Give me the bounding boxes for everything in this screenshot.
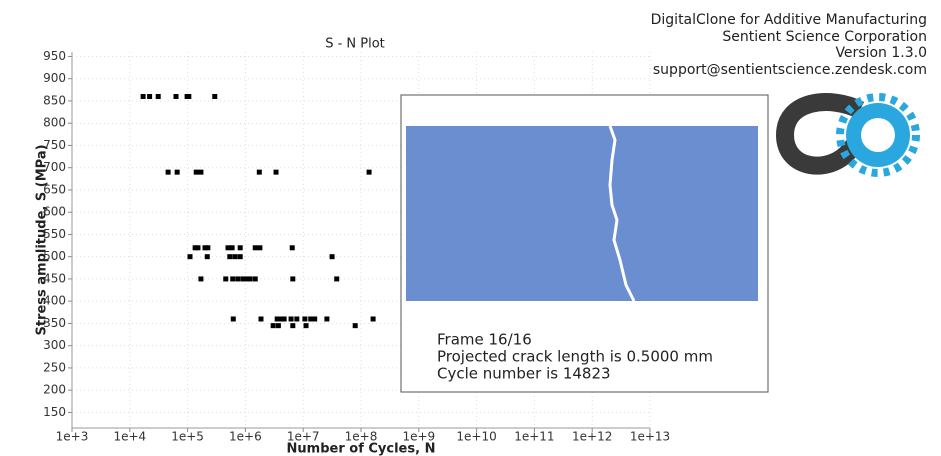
- y-tick-label: 850: [43, 93, 66, 107]
- point: [257, 170, 262, 175]
- point: [367, 170, 372, 175]
- point: [205, 254, 210, 259]
- point: [156, 94, 161, 99]
- point: [212, 94, 217, 99]
- x-tick-label: 1e+8: [345, 430, 378, 444]
- header-line: support@sentientscience.zendesk.com: [653, 62, 927, 78]
- panel-text: Frame 16/16: [437, 331, 532, 349]
- x-tick-label: 1e+7: [287, 430, 320, 444]
- y-tick-label: 350: [43, 316, 66, 330]
- point: [205, 245, 210, 250]
- x-tick-label: 1e+4: [113, 430, 146, 444]
- x-tick-label: 1e+13: [630, 430, 670, 444]
- point: [198, 170, 203, 175]
- point: [371, 316, 376, 321]
- chart-title: S - N Plot: [325, 37, 385, 52]
- point: [235, 276, 240, 281]
- x-tick-label: 1e+12: [572, 430, 612, 444]
- point: [274, 170, 279, 175]
- point: [230, 276, 235, 281]
- y-tick-label: 750: [43, 138, 66, 152]
- crack-image: [406, 126, 758, 301]
- point: [233, 254, 238, 259]
- point: [334, 276, 339, 281]
- point: [289, 316, 294, 321]
- x-tick-label: 1e+10: [456, 430, 496, 444]
- point: [324, 316, 329, 321]
- point: [353, 323, 358, 328]
- y-tick-label: 200: [43, 383, 66, 397]
- point: [257, 245, 262, 250]
- point: [231, 316, 236, 321]
- point: [253, 276, 258, 281]
- y-tick-label: 700: [43, 160, 66, 174]
- panel-text: Cycle number is 14823: [437, 365, 611, 383]
- point: [223, 276, 228, 281]
- point: [166, 170, 171, 175]
- header-line: Sentient Science Corporation: [722, 29, 927, 45]
- y-tick-label: 800: [43, 116, 66, 130]
- point: [271, 323, 276, 328]
- point: [312, 316, 317, 321]
- point: [194, 170, 199, 175]
- point: [175, 170, 180, 175]
- y-tick-label: 300: [43, 338, 66, 352]
- y-tick-label: 250: [43, 360, 66, 374]
- header-line: DigitalClone for Additive Manufacturing: [651, 12, 927, 28]
- y-tick-label: 450: [43, 271, 66, 285]
- point: [247, 276, 252, 281]
- point: [276, 323, 281, 328]
- point: [304, 323, 309, 328]
- point: [330, 254, 335, 259]
- point: [253, 245, 258, 250]
- panel-text: Projected crack length is 0.5000 mm: [437, 348, 713, 366]
- point: [187, 254, 192, 259]
- point: [195, 245, 200, 250]
- y-tick-label: 550: [43, 227, 66, 241]
- logo: [785, 97, 916, 173]
- point: [147, 94, 152, 99]
- app-screen: S - N Plot Number of Cycles, N Stress am…: [0, 0, 941, 456]
- point: [198, 276, 203, 281]
- point: [238, 245, 243, 250]
- y-tick-label: 650: [43, 182, 66, 196]
- point: [290, 323, 295, 328]
- x-tick-label: 1e+5: [171, 430, 204, 444]
- y-tick-label: 500: [43, 249, 66, 263]
- point: [227, 254, 232, 259]
- point: [302, 316, 307, 321]
- y-tick-label: 600: [43, 205, 66, 219]
- point: [290, 276, 295, 281]
- x-tick-label: 1e+6: [229, 430, 262, 444]
- point: [294, 316, 299, 321]
- y-tick-label: 150: [43, 405, 66, 419]
- y-tick-label: 400: [43, 294, 66, 308]
- point: [238, 254, 243, 259]
- x-axis-label: Number of Cycles, N: [287, 442, 436, 456]
- header-line: Version 1.3.0: [835, 45, 927, 61]
- x-tick-label: 1e+9: [402, 430, 435, 444]
- x-tick-label: 1e+3: [56, 430, 89, 444]
- point: [230, 245, 235, 250]
- point: [186, 94, 191, 99]
- point: [282, 316, 287, 321]
- point: [290, 245, 295, 250]
- logo-gear-hole: [861, 118, 895, 152]
- point: [258, 316, 263, 321]
- x-tick-label: 1e+11: [514, 430, 554, 444]
- y-tick-label: 900: [43, 71, 66, 85]
- y-tick-label: 950: [43, 49, 66, 63]
- point: [141, 94, 146, 99]
- point: [174, 94, 179, 99]
